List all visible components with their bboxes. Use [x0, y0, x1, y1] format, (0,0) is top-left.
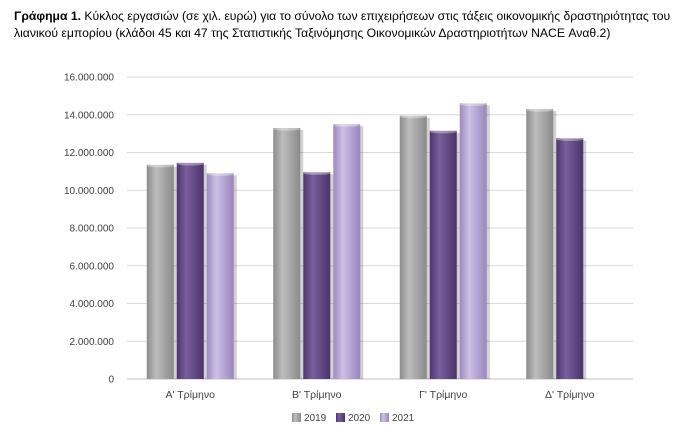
- x-category-label: Γ' Τρίμηνο: [419, 389, 467, 401]
- bar-2020-2: [303, 172, 331, 379]
- legend-label-2021: 2021: [392, 413, 415, 424]
- x-axis-categories: Α' Τρίμηνο Β' Τρίμηνο Γ' Τρίμηνο Δ' Τρίμηνο: [166, 389, 595, 401]
- x-category-label: Δ' Τρίμηνο: [545, 389, 595, 401]
- y-tick-label: 4.000.000: [70, 299, 115, 310]
- bar-top-highlight: [526, 108, 554, 112]
- legend-swatch-2020: [336, 413, 345, 422]
- y-axis-ticks: 0 2.000.000 4.000.000 6.000.000 8.000.000 10.…: [64, 73, 115, 386]
- y-tick-label: 12.000.000: [64, 148, 114, 159]
- bar-2019-4: [526, 109, 554, 380]
- bar-2020-3: [429, 130, 457, 379]
- legend-label-2020: 2020: [348, 413, 371, 424]
- y-tick-label: 16.000.000: [64, 73, 114, 84]
- y-tick-label: 8.000.000: [70, 224, 115, 235]
- bar-top-highlight: [303, 171, 331, 175]
- x-category-label: Β' Τρίμηνο: [292, 389, 342, 401]
- bar-top-highlight: [459, 102, 487, 107]
- bar-top-highlight: [556, 137, 584, 141]
- bar-top-highlight: [399, 115, 427, 119]
- bar-top-highlight: [146, 164, 174, 168]
- bar-2019-3: [399, 115, 427, 379]
- y-tick-label: 2.000.000: [70, 337, 115, 348]
- bar-2020-4: [556, 138, 584, 379]
- bar-top-highlight: [429, 130, 457, 134]
- bar-top-highlight: [333, 123, 361, 127]
- y-tick-label: 14.000.000: [64, 110, 114, 121]
- bar-top-highlight: [273, 127, 301, 131]
- bar-top-highlight: [176, 162, 204, 166]
- legend-swatch-2021: [380, 413, 389, 422]
- bar-2019-1: [146, 164, 174, 379]
- x-category-label: Α' Τρίμηνο: [166, 389, 216, 401]
- legend-swatch-2019: [292, 413, 301, 422]
- bar-2021-1: [206, 173, 234, 379]
- caption-label: Γράφημα 1.: [14, 9, 82, 23]
- y-tick-label: 0: [108, 375, 114, 386]
- y-tick-label: 10.000.000: [64, 186, 114, 197]
- bar-2020-1: [176, 162, 204, 379]
- caption-text: Κύκλος εργασιών (σε χιλ. ευρώ) για το σύ…: [14, 9, 671, 40]
- bar-top-highlight: [206, 172, 234, 176]
- bars: [146, 102, 587, 380]
- y-tick-label: 6.000.000: [70, 261, 115, 272]
- chart-caption: Γράφημα 1. Κύκλος εργασιών (σε χιλ. ευρώ…: [14, 8, 694, 42]
- bar-2021-3: [459, 103, 487, 380]
- legend: 2019 2020 2021: [292, 413, 415, 424]
- legend-label-2019: 2019: [304, 413, 327, 424]
- bar-2019-2: [273, 127, 301, 380]
- bar-2021-2: [333, 124, 361, 379]
